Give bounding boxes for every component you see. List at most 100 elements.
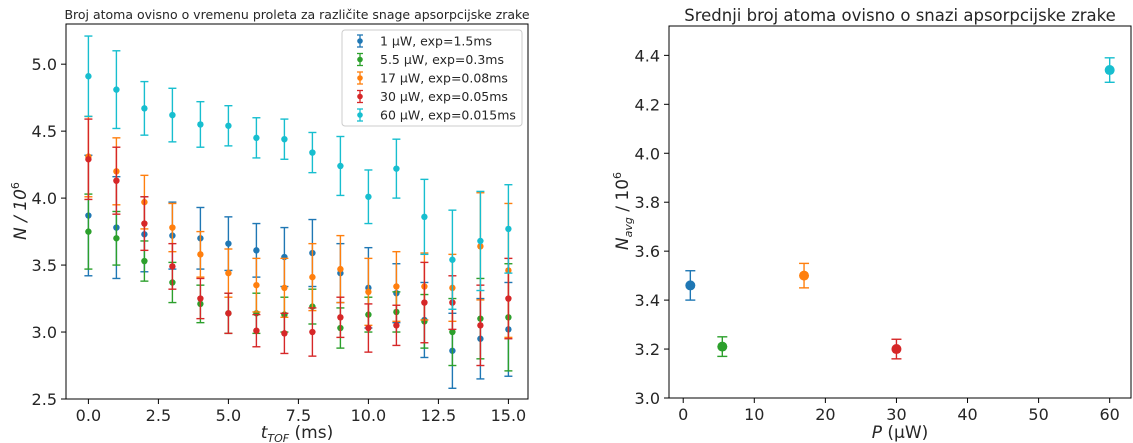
left-data-point-marker — [85, 228, 92, 235]
right-data-point — [685, 270, 696, 301]
legend-marker — [357, 112, 363, 118]
left-x-tick-label: 7.5 — [286, 406, 311, 425]
left-x-tick-label: 5.0 — [216, 406, 241, 425]
left-data-point-marker — [197, 251, 204, 258]
left-data-point-marker — [309, 328, 316, 336]
right-y-axis-label: Navg / 106 — [611, 172, 635, 250]
right-y-tick-label: 3.4 — [635, 291, 660, 310]
legend-item: 60 μW, exp=0.015ms — [357, 108, 516, 123]
left-data-point-marker — [309, 149, 316, 156]
left-data-point — [252, 257, 261, 313]
left-data-point — [84, 193, 93, 270]
left-data-point — [224, 248, 233, 298]
left-x-tick-label: 0.0 — [76, 406, 101, 425]
left-data-point-marker — [337, 314, 344, 321]
power-chart: Srednji broj atoma ovisno o snazi apsorp… — [611, 6, 1132, 443]
left-data-point-marker — [365, 193, 372, 200]
left-data-point-marker — [253, 134, 260, 142]
right-data-point-marker — [891, 344, 902, 355]
left-data-point-marker — [505, 225, 512, 233]
right-x-tick-label: 40 — [957, 405, 977, 424]
left-y-tick-label: 4.5 — [32, 122, 57, 141]
left-data-point — [504, 184, 513, 274]
left-data-point-marker — [421, 299, 428, 306]
left-data-point-marker — [225, 240, 232, 247]
left-data-point — [84, 118, 93, 201]
left-y-tick-label: 4.0 — [32, 189, 57, 208]
left-data-point — [420, 178, 429, 256]
left-data-point — [336, 296, 345, 339]
left-data-point — [112, 50, 121, 130]
legend-marker — [357, 38, 363, 44]
legend-label: 60 μW, exp=0.015ms — [380, 108, 516, 123]
right-x-tick-label: 10 — [744, 405, 764, 424]
right-chart-title: Srednji broj atoma ovisno o snazi apsorp… — [684, 6, 1116, 25]
left-series-1 — [84, 193, 513, 372]
left-data-point-marker — [141, 257, 148, 265]
left-data-point — [280, 118, 289, 160]
right-x-tick-label: 50 — [1028, 405, 1048, 424]
left-data-point — [140, 80, 149, 136]
right-y-tick-label: 4.4 — [635, 46, 660, 65]
right-data-point — [891, 338, 902, 360]
left-data-point-marker — [281, 330, 288, 337]
left-x-tick-label: 10.0 — [351, 406, 387, 425]
right-data-point — [1104, 57, 1115, 83]
left-data-point-marker — [169, 111, 176, 119]
left-data-point-marker — [85, 156, 92, 163]
left-data-point — [364, 303, 373, 353]
left-data-point-marker — [169, 224, 176, 231]
left-data-point — [336, 135, 345, 197]
right-data-point-marker — [685, 280, 696, 291]
left-data-point — [280, 257, 289, 319]
left-data-point-marker — [225, 269, 232, 277]
left-data-point-marker — [337, 162, 344, 170]
left-legend: 1 μW, exp=1.5ms 5.5 μW, exp=0.3ms 17 μW, e… — [341, 29, 523, 127]
left-chart-title: Broj atoma ovisno o vremenu proleta za r… — [64, 7, 529, 22]
left-data-point — [280, 312, 289, 355]
left-data-point — [224, 292, 233, 335]
right-data-point-marker — [799, 270, 810, 281]
left-data-point-marker — [169, 263, 176, 270]
left-data-point — [392, 138, 401, 199]
left-data-point-marker — [393, 283, 400, 290]
left-data-point — [308, 131, 317, 174]
left-data-point — [392, 304, 401, 347]
left-data-point — [364, 169, 373, 225]
legend-marker — [357, 93, 363, 100]
right-plot-area: 0 10 20 30 40 50 60 3.0 3.2 3.4 3.6 3.8 4.0 4.2 4.4 — [635, 46, 1120, 424]
left-data-point-marker — [393, 165, 400, 172]
right-data-point-marker — [1104, 65, 1115, 76]
right-axes-frame — [668, 25, 1132, 399]
left-data-point-marker — [449, 256, 456, 263]
right-data-point — [717, 336, 728, 358]
right-x-tick-label: 60 — [1099, 405, 1119, 424]
right-y-tick-label: 4.0 — [635, 144, 660, 163]
left-data-point — [336, 234, 345, 304]
legend-label: 17 μW, exp=0.08ms — [380, 71, 508, 86]
left-y-tick-label: 3.0 — [32, 323, 57, 342]
left-data-point-marker — [253, 281, 260, 289]
right-y-tick-label: 3.8 — [635, 193, 660, 212]
left-y-tick-label: 2.5 — [32, 390, 57, 409]
right-x-tick-label: 0 — [678, 405, 688, 424]
legend-item: 5.5 μW, exp=0.3ms — [357, 52, 504, 67]
tof-chart: Broj atoma ovisno o vremenu proleta za r… — [9, 7, 530, 443]
left-data-point — [308, 242, 317, 312]
left-data-point-marker — [113, 86, 120, 93]
left-data-point-marker — [113, 235, 120, 242]
left-y-tick-label: 3.5 — [32, 256, 57, 275]
left-data-point — [196, 277, 205, 320]
left-data-point — [168, 242, 177, 290]
left-series-2 — [84, 115, 513, 339]
left-x-axis-label: tTOF (ms) — [261, 423, 333, 443]
left-data-point — [476, 190, 485, 292]
left-data-point — [112, 146, 121, 215]
left-data-point — [308, 307, 317, 357]
left-data-point-marker — [309, 273, 316, 281]
left-axes-frame — [65, 23, 529, 400]
left-series-0 — [84, 154, 513, 389]
right-x-tick-label: 20 — [815, 405, 835, 424]
left-data-point — [84, 35, 93, 118]
